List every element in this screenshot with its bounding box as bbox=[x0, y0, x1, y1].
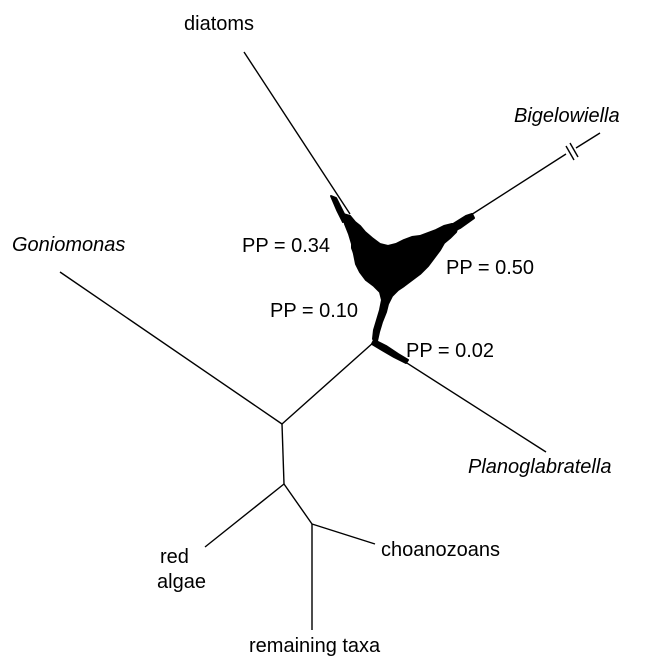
branch-diatoms bbox=[243, 51, 351, 215]
posterior-cloud-spur-bigelowiella bbox=[449, 213, 475, 233]
branch-planoglabratella bbox=[373, 341, 547, 453]
pp-label-002: PP = 0.02 bbox=[406, 340, 494, 362]
posterior-cloud bbox=[330, 195, 475, 364]
branch-to-choano-node bbox=[283, 483, 313, 525]
taxon-label-red-algae-line1: red bbox=[160, 546, 189, 568]
posterior-cloud-spur-diatoms bbox=[330, 195, 348, 223]
taxon-label-bigelowiella: Bigelowiella bbox=[514, 105, 620, 127]
break-mark-2 bbox=[569, 142, 579, 158]
branch-bigelowiella-outer bbox=[575, 132, 601, 149]
branch-red-algae bbox=[204, 483, 285, 548]
taxon-label-diatoms: diatoms bbox=[184, 13, 254, 35]
branch-break-marker bbox=[565, 142, 579, 161]
tree-branches bbox=[59, 51, 601, 630]
branch-bigelowiella-inner bbox=[459, 153, 567, 223]
posterior-cloud-lobe-right bbox=[395, 245, 431, 273]
branch-central-to-core bbox=[281, 341, 375, 425]
taxon-label-remaining-taxa: remaining taxa bbox=[249, 635, 381, 657]
support-labels: PP = 0.34 PP = 0.50 PP = 0.10 PP = 0.02 bbox=[242, 235, 534, 362]
taxon-label-choanozoans: choanozoans bbox=[381, 539, 500, 561]
taxon-labels: diatoms Bigelowiella Goniomonas Planogla… bbox=[12, 13, 620, 657]
branch-choanozoans bbox=[311, 523, 376, 545]
pp-label-050: PP = 0.50 bbox=[446, 257, 534, 279]
taxon-label-red-algae-line2: algae bbox=[157, 571, 206, 593]
pp-label-034: PP = 0.34 bbox=[242, 235, 330, 257]
posterior-cloud-lobe-upper bbox=[351, 235, 373, 263]
branch-goniomonas bbox=[59, 271, 283, 425]
taxon-label-planoglabratella: Planoglabratella bbox=[468, 456, 611, 478]
branch-central-down bbox=[281, 423, 285, 485]
break-mark-1 bbox=[565, 145, 575, 161]
pp-label-010: PP = 0.10 bbox=[270, 300, 358, 322]
taxon-label-goniomonas: Goniomonas bbox=[12, 234, 125, 256]
posterior-cloud-core bbox=[342, 213, 459, 342]
